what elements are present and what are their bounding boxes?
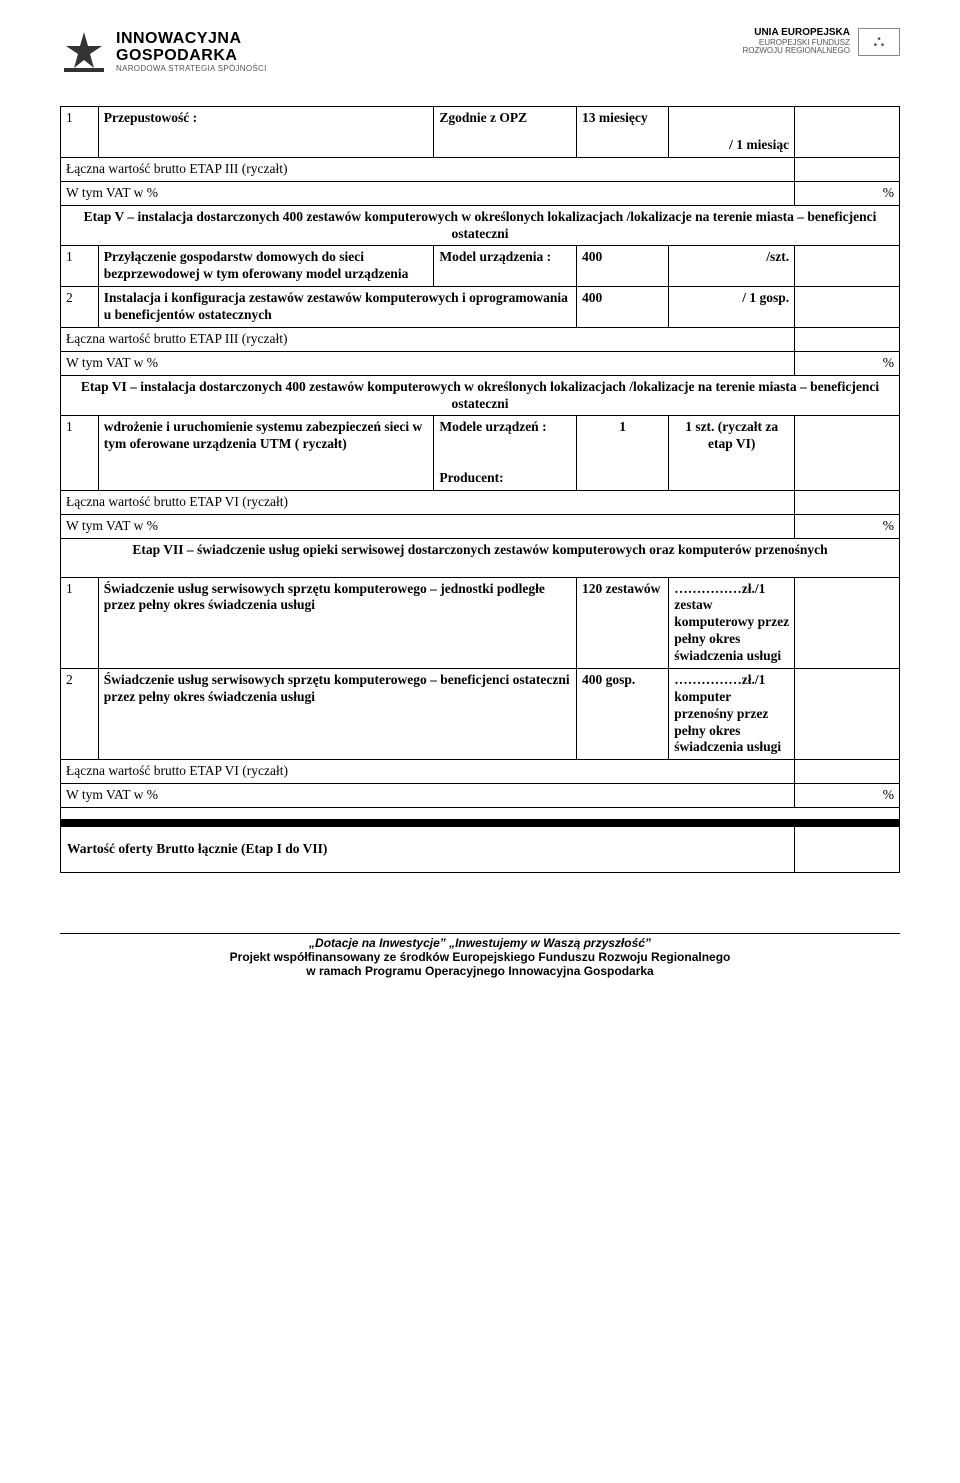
cell-num: 2 <box>61 287 99 328</box>
logo-left-line2: GOSPODARKA <box>116 48 267 65</box>
sum-row: Łączna wartość brutto ETAP III (ryczałt) <box>61 327 900 351</box>
sum-value <box>795 760 900 784</box>
vat-row: W tym VAT w % % <box>61 181 900 205</box>
cell-value <box>795 287 900 328</box>
cell-unit: ……………zł./1 komputer przenośny przez pełn… <box>669 668 795 759</box>
section-header-etap6: Etap VI – instalacja dostarczonych 400 z… <box>61 375 900 416</box>
grand-total-row: Wartość oferty Brutto łącznie (Etap I do… <box>61 827 900 873</box>
cell-unit: /szt. <box>669 246 795 287</box>
sum-row: Łączna wartość brutto ETAP VI (ryczałt) <box>61 490 900 514</box>
vat-label: W tym VAT w % <box>61 784 795 808</box>
cell-num: 2 <box>61 668 99 759</box>
etap7-title: Etap VII – świadczenie usług opieki serw… <box>61 538 900 577</box>
sum-row: Łączna wartość brutto ETAP III (ryczałt) <box>61 157 900 181</box>
cell-qty: 1 <box>576 416 668 491</box>
sum-label: Łączna wartość brutto ETAP VI (ryczałt) <box>61 760 795 784</box>
cell-qty: 400 <box>576 287 668 328</box>
cell-unit: 1 szt. (ryczałt za etap VI) <box>669 416 795 491</box>
sum-value <box>795 327 900 351</box>
table-row: 2 Świadczenie usług serwisowych sprzętu … <box>61 668 900 759</box>
cell-value <box>795 668 900 759</box>
sum-value <box>795 157 900 181</box>
spacer-row <box>61 808 900 820</box>
section-header-etap5: Etap V – instalacja dostarczonych 400 ze… <box>61 205 900 246</box>
cell-desc: Przepustowość : <box>98 107 434 158</box>
etap6-title: Etap VI – instalacja dostarczonych 400 z… <box>61 375 900 416</box>
cell-unit: / 1 miesiąc <box>669 107 795 158</box>
cell-unit: / 1 gosp. <box>669 287 795 328</box>
model-line1: Modele urządzeń : <box>439 419 546 434</box>
cell-num: 1 <box>61 246 99 287</box>
vat-row: W tym VAT w % % <box>61 784 900 808</box>
grand-total-value <box>795 827 900 873</box>
cell-desc: Przyłączenie gospodarstw domowych do sie… <box>98 246 434 287</box>
cell-qty: 400 gosp. <box>576 668 668 759</box>
logo-left-line1: INNOWACYJNA <box>116 31 267 48</box>
sum-label: Łączna wartość brutto ETAP VI (ryczałt) <box>61 490 795 514</box>
vat-pct: % <box>795 514 900 538</box>
divider-row <box>61 820 900 827</box>
sum-label: Łączna wartość brutto ETAP III (ryczałt) <box>61 157 795 181</box>
cell-model: Zgodnie z OPZ <box>434 107 577 158</box>
cell-model: Model urządzenia : <box>434 246 577 287</box>
etap5-title: Etap V – instalacja dostarczonych 400 ze… <box>61 205 900 246</box>
cell-desc: Świadczenie usług serwisowych sprzętu ko… <box>98 577 576 668</box>
cell-model: Modele urządzeń : Producent: <box>434 416 577 491</box>
vat-pct: % <box>795 351 900 375</box>
vat-label: W tym VAT w % <box>61 181 795 205</box>
cell-num: 1 <box>61 416 99 491</box>
cell-value <box>795 577 900 668</box>
table-row: 1 Przyłączenie gospodarstw domowych do s… <box>61 246 900 287</box>
cell-qty: 13 miesięcy <box>576 107 668 158</box>
cell-desc: wdrożenie i uruchomienie systemu zabezpi… <box>98 416 434 491</box>
logo-right-line3: ROZWOJU REGIONALNEGO <box>742 47 850 55</box>
cell-num: 1 <box>61 577 99 668</box>
table-row: 1 Świadczenie usług serwisowych sprzętu … <box>61 577 900 668</box>
cell-desc: Świadczenie usług serwisowych sprzętu ko… <box>98 668 576 759</box>
model-line2: Producent: <box>439 470 503 485</box>
cell-unit: ……………zł./1 zestaw komputerowy przez pełn… <box>669 577 795 668</box>
star-icon <box>60 28 108 76</box>
footer: „Dotacje na Inwestycje” „Inwestujemy w W… <box>60 933 900 978</box>
footer-line2: Projekt współfinansowany ze środków Euro… <box>60 950 900 964</box>
eu-flag-icon: ⛬ <box>858 28 900 56</box>
sum-row: Łączna wartość brutto ETAP VI (ryczałt) <box>61 760 900 784</box>
cell-desc: Instalacja i konfiguracja zestawów zesta… <box>98 287 576 328</box>
logo-left-line3: NARODOWA STRATEGIA SPÓJNOŚCI <box>116 65 267 73</box>
vat-label: W tym VAT w % <box>61 351 795 375</box>
sum-label: Łączna wartość brutto ETAP III (ryczałt) <box>61 327 795 351</box>
vat-row: W tym VAT w % % <box>61 514 900 538</box>
cell-num: 1 <box>61 107 99 158</box>
pricing-table: 1 Przepustowość : Zgodnie z OPZ 13 miesi… <box>60 106 900 873</box>
table-row: 1 Przepustowość : Zgodnie z OPZ 13 miesi… <box>61 107 900 158</box>
table-row: 1 wdrożenie i uruchomienie systemu zabez… <box>61 416 900 491</box>
cell-qty: 120 zestawów <box>576 577 668 668</box>
header-logos: INNOWACYJNA GOSPODARKA NARODOWA STRATEGI… <box>60 28 900 76</box>
table-row: 2 Instalacja i konfiguracja zestawów zes… <box>61 287 900 328</box>
vat-row: W tym VAT w % % <box>61 351 900 375</box>
grand-total-label: Wartość oferty Brutto łącznie (Etap I do… <box>61 827 795 873</box>
cell-value <box>795 246 900 287</box>
vat-pct: % <box>795 181 900 205</box>
logo-innowacyjna: INNOWACYJNA GOSPODARKA NARODOWA STRATEGI… <box>60 28 267 76</box>
cell-value <box>795 416 900 491</box>
footer-line3: w ramach Programu Operacyjnego Innowacyj… <box>60 964 900 978</box>
vat-label: W tym VAT w % <box>61 514 795 538</box>
logo-eu: UNIA EUROPEJSKA EUROPEJSKI FUNDUSZ ROZWO… <box>742 28 900 56</box>
section-header-etap7: Etap VII – świadczenie usług opieki serw… <box>61 538 900 577</box>
cell-value <box>795 107 900 158</box>
footer-line1: „Dotacje na Inwestycje” „Inwestujemy w W… <box>60 936 900 950</box>
sum-value <box>795 490 900 514</box>
cell-qty: 400 <box>576 246 668 287</box>
vat-pct: % <box>795 784 900 808</box>
